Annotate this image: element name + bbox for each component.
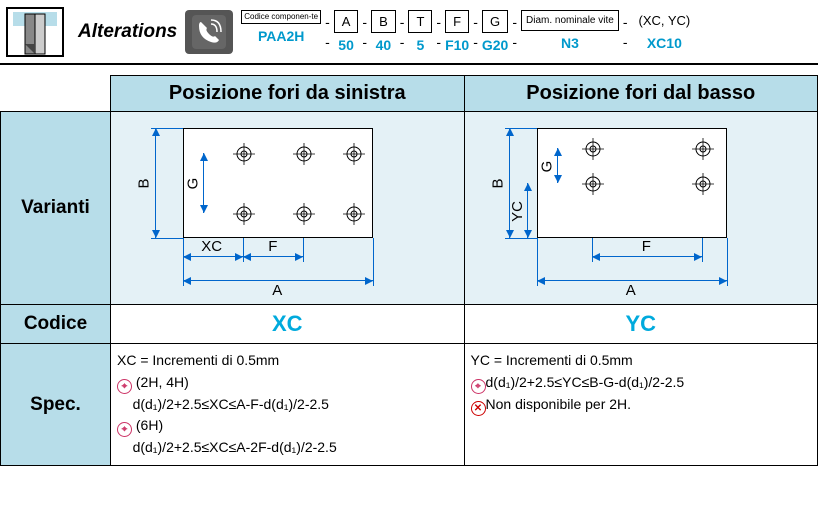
- param-box: Codice componen-te: [241, 10, 321, 24]
- row-header-spec: Spec.: [1, 344, 111, 466]
- spec-left-g2-formula: d(d₁)/2+2.5≤XC≤A-2F-d(d₁)/2-2.5: [133, 439, 337, 455]
- plate: [537, 128, 727, 238]
- code-xc: XC: [111, 305, 465, 344]
- header: Alterations Codice componen-tePAA2H--A50…: [0, 0, 818, 65]
- alterations-logo-icon: [0, 4, 70, 59]
- col-header-right: Posizione fori dal basso: [464, 76, 818, 112]
- param-box: A: [334, 10, 359, 33]
- code-yc: YC: [464, 305, 818, 344]
- param-chain: Codice componen-tePAA2H--A50--B40--T5--F…: [241, 10, 697, 53]
- hole-icon: [233, 203, 255, 225]
- spec-left-g2-label: (6H): [136, 417, 163, 433]
- param-col: B 40: [371, 10, 396, 53]
- param-col: A 50: [334, 10, 359, 53]
- main-table: Posizione fori da sinistra Posizione for…: [0, 75, 818, 466]
- param-box: F: [445, 10, 469, 33]
- diagram-left-cell: A B G XC F: [111, 112, 465, 305]
- spec-left-g1-label: (2H, 4H): [136, 374, 189, 390]
- param-box: (XC, YC): [631, 10, 697, 31]
- phone-icon: [185, 10, 233, 54]
- row-header-varianti: Varianti: [1, 112, 111, 305]
- param-col: Codice componen-te PAA2H: [241, 10, 321, 44]
- holes-icon: ⌖: [117, 379, 132, 394]
- param-col: G G20: [482, 10, 508, 53]
- hole-icon: [692, 138, 714, 160]
- hole-icon: [293, 143, 315, 165]
- hole-icon: [343, 143, 365, 165]
- param-box: G: [482, 10, 508, 33]
- col-header-left: Posizione fori da sinistra: [111, 76, 465, 112]
- holes-icon: ⌖: [117, 422, 132, 437]
- spec-right-na: Non disponibile per 2H.: [486, 396, 632, 412]
- param-col: F F10: [445, 10, 469, 53]
- param-box: B: [371, 10, 396, 33]
- param-col: Diam. nominale vite N3: [521, 10, 619, 51]
- hole-icon: [582, 173, 604, 195]
- spec-left-g1-formula: d(d₁)/2+2.5≤XC≤A-F-d(d₁)/2-2.5: [133, 396, 329, 412]
- hole-icon: [293, 203, 315, 225]
- param-value: XC10: [647, 35, 682, 51]
- spec-left-line1: XC = Incrementi di 0.5mm: [117, 352, 279, 368]
- hole-icon: [582, 138, 604, 160]
- hole-icon: [233, 143, 255, 165]
- hole-icon: [343, 203, 365, 225]
- param-col: (XC, YC) XC10: [631, 10, 697, 51]
- alterations-label: Alterations: [78, 21, 177, 43]
- na-icon: [471, 401, 486, 416]
- holes-icon: ⌖: [471, 379, 486, 394]
- plate: [183, 128, 373, 238]
- param-value: N3: [561, 35, 579, 51]
- param-value: G20: [482, 37, 508, 53]
- param-box: T: [408, 10, 432, 33]
- param-value: 40: [376, 37, 392, 53]
- spec-right: YC = Incrementi di 0.5mm ⌖d(d₁)/2+2.5≤YC…: [464, 344, 818, 466]
- diagram-right-cell: A B G YC F: [464, 112, 818, 305]
- spec-left: XC = Incrementi di 0.5mm ⌖ (2H, 4H) d(d₁…: [111, 344, 465, 466]
- param-value: 50: [338, 37, 354, 53]
- param-value: 5: [417, 37, 425, 53]
- param-box: Diam. nominale vite: [521, 10, 619, 31]
- spec-right-line1: YC = Incrementi di 0.5mm: [471, 352, 633, 368]
- param-value: F10: [445, 37, 469, 53]
- param-col: T5: [408, 10, 432, 53]
- row-header-codice: Codice: [1, 305, 111, 344]
- param-value: PAA2H: [258, 28, 304, 44]
- spec-right-formula: d(d₁)/2+2.5≤YC≤B-G-d(d₁)/2-2.5: [486, 374, 685, 390]
- hole-icon: [692, 173, 714, 195]
